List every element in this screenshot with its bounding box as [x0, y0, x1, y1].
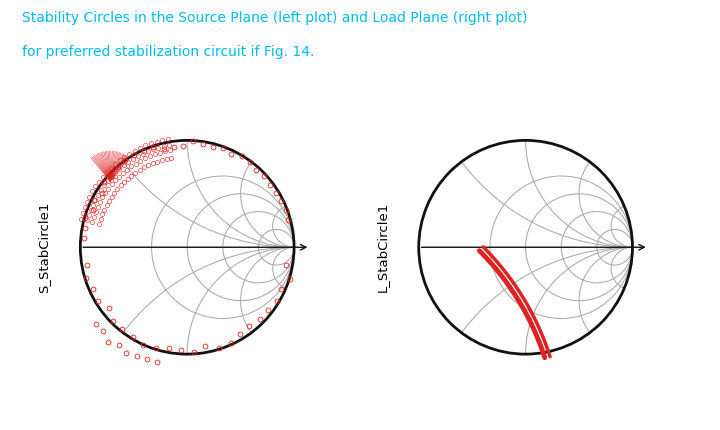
- Text: S_StabCircle1: S_StabCircle1: [37, 202, 50, 293]
- Text: L_StabCircle1: L_StabCircle1: [376, 202, 389, 292]
- Text: Stability Circles in the Source Plane (left plot) and Load Plane (right plot): Stability Circles in the Source Plane (l…: [22, 11, 527, 25]
- Text: for preferred stabilization circuit if Fig. 14.: for preferred stabilization circuit if F…: [22, 45, 314, 59]
